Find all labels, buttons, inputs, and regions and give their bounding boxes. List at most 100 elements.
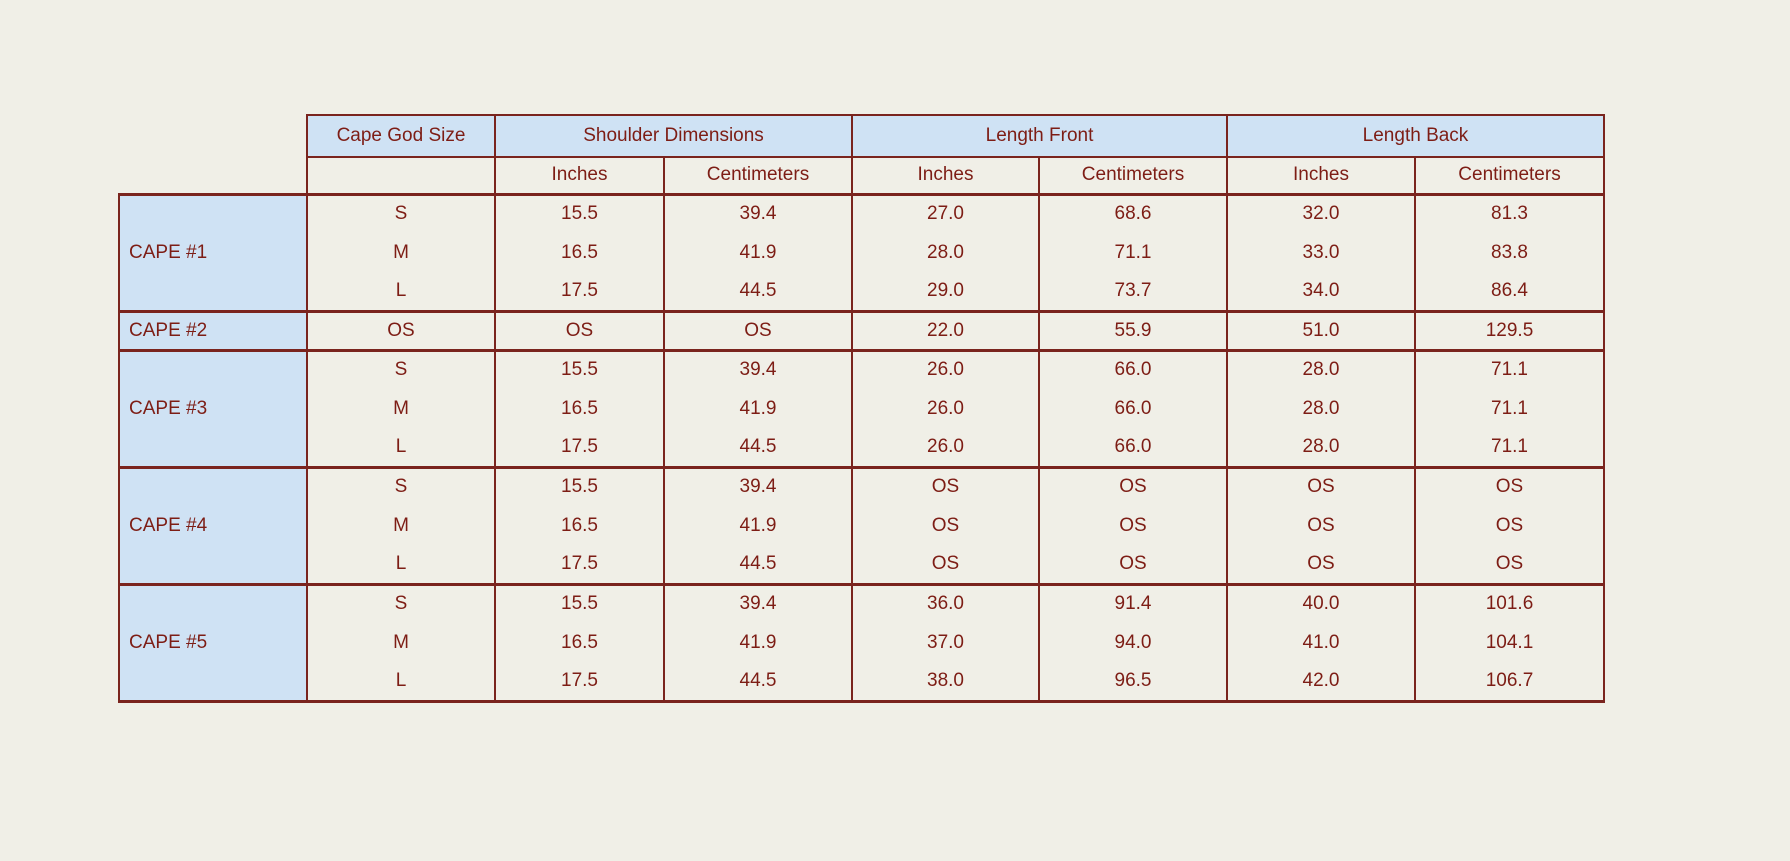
measure-cell: 96.5 xyxy=(1038,662,1228,703)
measure-cell: 17.5 xyxy=(494,272,665,311)
unit-header-back-centimeters: Centimeters xyxy=(1414,156,1605,195)
measure-cell: OS xyxy=(494,309,665,350)
unit-header-back-inches: Inches xyxy=(1226,156,1416,195)
unit-header-row: Inches Centimeters Inches Centimeters In… xyxy=(119,156,1605,195)
unit-header-shoulder-centimeters: Centimeters xyxy=(663,156,853,195)
table-row: CAPE #3 S 15.5 39.4 26.0 66.0 28.0 71.1 xyxy=(118,348,1605,467)
measure-cell: 71.1 xyxy=(1038,233,1228,272)
measure-cell: 29.0 xyxy=(851,272,1040,311)
measure-cell: 41.9 xyxy=(663,623,853,662)
table-row: CAPE #1 S 15.5 39.4 27.0 68.6 32.0 81.3 xyxy=(118,192,1605,311)
column-header-length-front: Length Front xyxy=(851,114,1228,158)
measure-cell: OS xyxy=(1038,465,1228,506)
table-row: CAPE #5 S 15.5 39.4 36.0 91.4 40.0 101.6 xyxy=(118,582,1605,703)
measure-cell: 39.4 xyxy=(663,348,853,389)
measure-cell: 26.0 xyxy=(851,348,1040,389)
measure-cell: 44.5 xyxy=(663,272,853,311)
table-header: Cape God Size Shoulder Dimensions Length… xyxy=(119,114,1605,195)
measure-cell: 36.0 xyxy=(851,582,1040,623)
size-chart-table: Cape God Size Shoulder Dimensions Length… xyxy=(118,114,1605,703)
measure-cell: 28.0 xyxy=(1226,348,1416,389)
measure-cell: OS xyxy=(1414,545,1605,584)
measure-cell: 39.4 xyxy=(663,465,853,506)
measure-cell: 104.1 xyxy=(1414,623,1605,662)
measure-cell: 42.0 xyxy=(1226,662,1416,703)
measure-cell: 94.0 xyxy=(1038,623,1228,662)
corner-spacer xyxy=(119,157,307,194)
table-row: L 17.5 44.5 29.0 73.7 34.0 86.4 xyxy=(119,272,1605,311)
measure-cell: 28.0 xyxy=(1226,389,1416,428)
column-header-length-back: Length Back xyxy=(1226,114,1605,158)
measure-cell: OS xyxy=(1226,506,1416,545)
size-cell: S xyxy=(306,465,496,506)
measure-cell: 71.1 xyxy=(1414,389,1605,428)
cape-group: CAPE #3 S 15.5 39.4 26.0 66.0 28.0 71.1 M 16.5 41.… xyxy=(118,348,1605,467)
measure-cell: 16.5 xyxy=(494,389,665,428)
measure-cell: 38.0 xyxy=(851,662,1040,703)
measure-cell: 32.0 xyxy=(1226,192,1416,233)
measure-cell: OS xyxy=(1038,506,1228,545)
measure-cell: 66.0 xyxy=(1038,428,1228,467)
cape-name-cell: CAPE #5 xyxy=(118,582,308,703)
size-cell: L xyxy=(306,545,496,584)
measure-cell: 37.0 xyxy=(851,623,1040,662)
measure-cell: OS xyxy=(663,309,853,350)
size-cell: S xyxy=(306,192,496,233)
table-row: CAPE #4 S 15.5 39.4 OS OS OS OS xyxy=(118,465,1605,584)
measure-cell: OS xyxy=(1226,545,1416,584)
measure-cell: OS xyxy=(851,545,1040,584)
cape-group: CAPE #1 S 15.5 39.4 27.0 68.6 32.0 81.3 M 16.5 41.… xyxy=(118,192,1605,311)
column-header-cape-god-size: Cape God Size xyxy=(306,114,496,158)
measure-cell: 71.1 xyxy=(1414,428,1605,467)
unit-header-front-centimeters: Centimeters xyxy=(1038,156,1228,195)
measure-cell: 15.5 xyxy=(494,192,665,233)
measure-cell: 106.7 xyxy=(1414,662,1605,703)
size-cell: S xyxy=(306,582,496,623)
measure-cell: 44.5 xyxy=(663,428,853,467)
table-row: M 16.5 41.9 26.0 66.0 28.0 71.1 xyxy=(119,389,1605,428)
measure-cell: 17.5 xyxy=(494,662,665,703)
measure-cell: 83.8 xyxy=(1414,233,1605,272)
table-row: M 16.5 41.9 37.0 94.0 41.0 104.1 xyxy=(119,623,1605,662)
measure-cell: 34.0 xyxy=(1226,272,1416,311)
measure-cell: 129.5 xyxy=(1414,309,1605,350)
measure-cell: 66.0 xyxy=(1038,389,1228,428)
measure-cell: 17.5 xyxy=(494,428,665,467)
cape-group: CAPE #2 OS OS OS 22.0 55.9 51.0 129.5 xyxy=(118,309,1605,350)
column-header-shoulder-dimensions: Shoulder Dimensions xyxy=(494,114,853,158)
cape-name-cell: CAPE #4 xyxy=(118,465,308,584)
table-row: L 17.5 44.5 38.0 96.5 42.0 106.7 xyxy=(119,662,1605,703)
measure-cell: 41.9 xyxy=(663,233,853,272)
measure-cell: 28.0 xyxy=(1226,428,1416,467)
size-cell: M xyxy=(306,623,496,662)
unit-header-shoulder-inches: Inches xyxy=(494,156,665,195)
measure-cell: 39.4 xyxy=(663,192,853,233)
size-cell: S xyxy=(306,348,496,389)
measure-cell: 15.5 xyxy=(494,582,665,623)
measure-cell: OS xyxy=(1414,506,1605,545)
cape-name-cell: CAPE #3 xyxy=(118,348,308,467)
measure-cell: 16.5 xyxy=(494,506,665,545)
measure-cell: OS xyxy=(1226,465,1416,506)
size-cell: L xyxy=(306,272,496,311)
measure-cell: 27.0 xyxy=(851,192,1040,233)
measure-cell: 66.0 xyxy=(1038,348,1228,389)
size-cell: OS xyxy=(306,309,496,350)
measure-cell: 40.0 xyxy=(1226,582,1416,623)
measure-cell: 33.0 xyxy=(1226,233,1416,272)
measure-cell: 41.9 xyxy=(663,506,853,545)
unit-header-front-inches: Inches xyxy=(851,156,1040,195)
measure-cell: 71.1 xyxy=(1414,348,1605,389)
measure-cell: OS xyxy=(851,506,1040,545)
measure-cell: OS xyxy=(851,465,1040,506)
measure-cell: 16.5 xyxy=(494,233,665,272)
size-cell: M xyxy=(306,506,496,545)
size-cell: M xyxy=(306,233,496,272)
size-cell: M xyxy=(306,389,496,428)
measure-cell: 73.7 xyxy=(1038,272,1228,311)
measure-cell: 86.4 xyxy=(1414,272,1605,311)
measure-cell: 44.5 xyxy=(663,545,853,584)
measure-cell: 22.0 xyxy=(851,309,1040,350)
measure-cell: 41.0 xyxy=(1226,623,1416,662)
group-header-row: Cape God Size Shoulder Dimensions Length… xyxy=(119,114,1605,158)
